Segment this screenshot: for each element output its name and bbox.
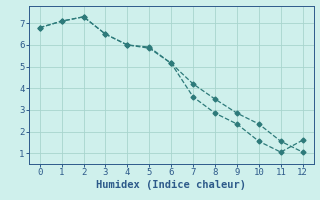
X-axis label: Humidex (Indice chaleur): Humidex (Indice chaleur) [96,180,246,190]
